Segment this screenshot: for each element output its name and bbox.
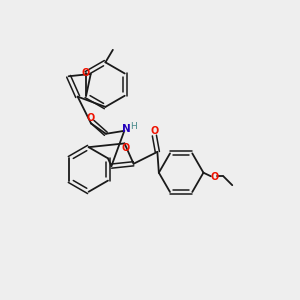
Text: O: O — [210, 172, 218, 182]
Text: H: H — [130, 122, 136, 131]
Text: O: O — [122, 143, 130, 154]
Text: N: N — [122, 124, 131, 134]
Text: O: O — [86, 113, 94, 123]
Text: O: O — [81, 68, 89, 78]
Text: O: O — [150, 126, 158, 136]
